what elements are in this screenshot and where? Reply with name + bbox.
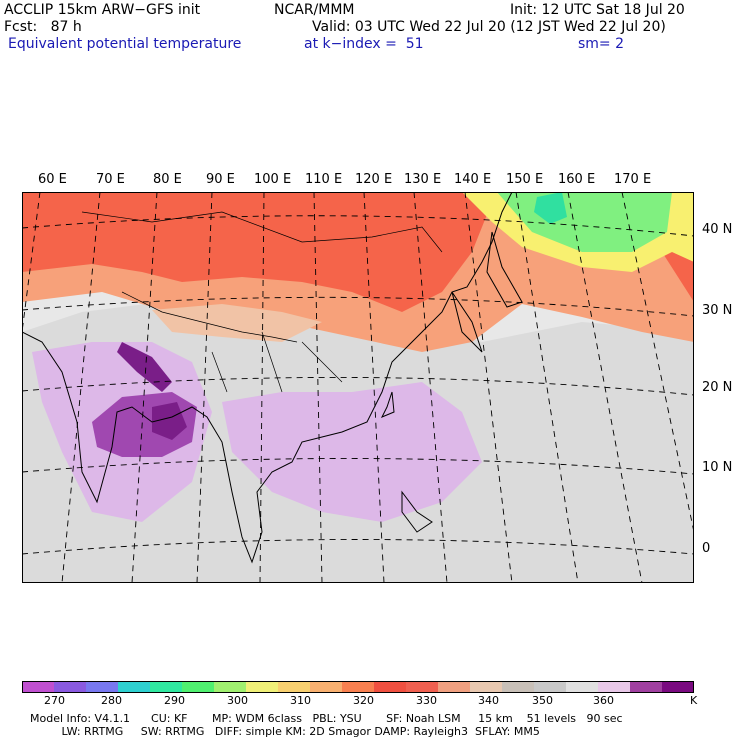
colorbar-tick-label: 350 xyxy=(532,694,553,707)
colorbar-cell xyxy=(118,681,151,693)
colorbar-cell xyxy=(662,681,694,693)
lon-label: 140 E xyxy=(454,172,492,187)
organization-label: NCAR/MMM xyxy=(274,2,355,18)
model-info-line-2: LW: RRTMG SW: RRTMG DIFF: simple KM: 2D … xyxy=(30,725,540,738)
lat-label: 30 N xyxy=(702,303,733,318)
colorbar-tick-label: 290 xyxy=(164,694,185,707)
lavender-zone xyxy=(222,382,482,522)
colorbar-cell xyxy=(278,681,311,693)
colorbar-unit: K xyxy=(690,694,698,707)
colorbar xyxy=(22,681,694,693)
dark-purple-zone xyxy=(152,402,187,440)
model-title: ACCLIP 15km ARW−GFS init xyxy=(4,2,201,18)
country-borders xyxy=(81,211,443,393)
lat-label: 0 xyxy=(702,541,711,556)
colorbar-tick-label: 320 xyxy=(353,694,374,707)
colorbar-cell xyxy=(150,681,183,693)
lon-label: 170 E xyxy=(614,172,652,187)
coastline xyxy=(380,231,523,533)
lon-label: 150 E xyxy=(506,172,544,187)
lon-label: 120 E xyxy=(355,172,393,187)
lon-label: 60 E xyxy=(38,172,67,187)
warm-band xyxy=(22,192,694,312)
smoothing-label: sm= 2 xyxy=(578,36,625,52)
colorbar-cell xyxy=(214,681,247,693)
colorbar-cell xyxy=(374,681,407,693)
colorbar-cell xyxy=(342,681,375,693)
map-panel xyxy=(22,192,694,583)
colorbar-cell xyxy=(470,681,503,693)
colorbar-cell xyxy=(86,681,119,693)
lon-label: 100 E xyxy=(254,172,292,187)
colorbar-cell xyxy=(598,681,631,693)
colorbar-cell xyxy=(54,681,87,693)
lon-label: 130 E xyxy=(404,172,442,187)
colorbar-tick-label: 340 xyxy=(478,694,499,707)
coastline xyxy=(22,192,513,564)
graticule xyxy=(22,192,694,583)
colorbar-tick-label: 310 xyxy=(290,694,311,707)
init-time: Init: 12 UTC Sat 18 Jul 20 xyxy=(510,2,685,18)
colorbar-tick-label: 360 xyxy=(593,694,614,707)
colorbar-cell xyxy=(534,681,567,693)
colorbar-tick-label: 330 xyxy=(416,694,437,707)
valid-time: Valid: 03 UTC Wed 22 Jul 20 (12 JST Wed … xyxy=(312,19,666,35)
forecast-hour: Fcst: 87 h xyxy=(4,19,82,35)
colorbar-tick-label: 270 xyxy=(44,694,65,707)
lat-label: 40 N xyxy=(702,222,733,237)
level-label: at k−index = 51 xyxy=(304,36,424,52)
colorbar-cell xyxy=(182,681,215,693)
map-frame xyxy=(22,192,694,583)
lon-label: 160 E xyxy=(558,172,596,187)
colorbar-cell xyxy=(22,681,55,693)
lon-label: 90 E xyxy=(206,172,235,187)
teal-zone xyxy=(534,192,567,224)
lat-label: 20 N xyxy=(702,380,733,395)
field-name: Equivalent potential temperature xyxy=(8,36,242,52)
colorbar-tick-label: 280 xyxy=(101,694,122,707)
colorbar-cell xyxy=(438,681,471,693)
colorbar-cell xyxy=(630,681,663,693)
lat-label: 10 N xyxy=(702,460,733,475)
colorbar-tick-label: 300 xyxy=(227,694,248,707)
lon-label: 80 E xyxy=(153,172,182,187)
lon-label: 70 E xyxy=(96,172,125,187)
dark-purple-zone xyxy=(117,342,172,392)
colorbar-cell xyxy=(406,681,439,693)
colorbar-cell xyxy=(310,681,343,693)
colorbar-cell xyxy=(566,681,599,693)
model-info-line-1: Model Info: V4.1.1 CU: KF MP: WDM 6class… xyxy=(30,712,623,725)
lon-label: 110 E xyxy=(305,172,343,187)
colorbar-cell xyxy=(246,681,279,693)
colorbar-cell xyxy=(502,681,535,693)
peach-zone xyxy=(152,304,322,342)
